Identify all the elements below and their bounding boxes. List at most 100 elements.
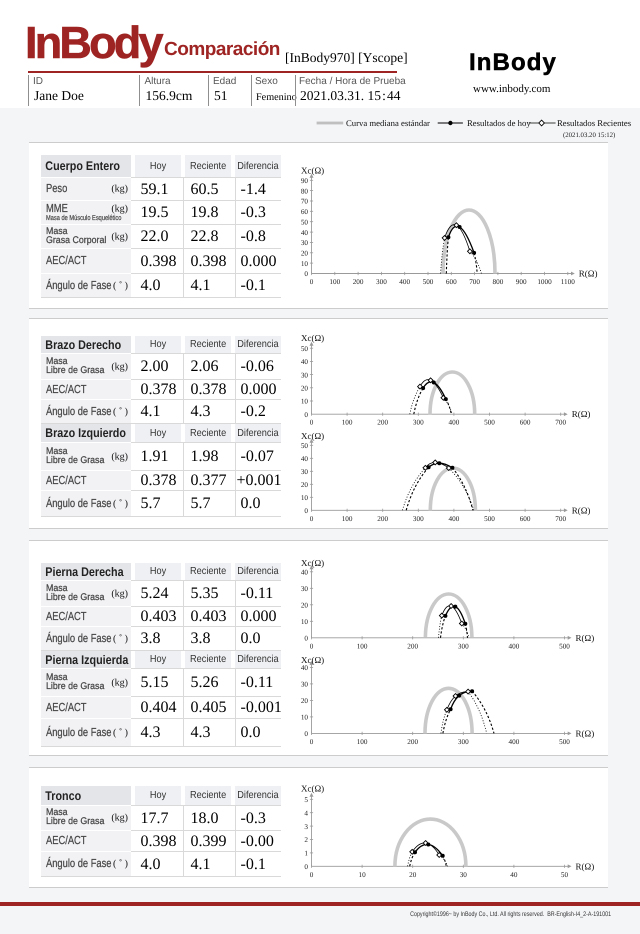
svg-text:Resultados Recientes: Resultados Recientes xyxy=(557,118,632,128)
svg-text:300: 300 xyxy=(458,642,469,650)
svg-text:0: 0 xyxy=(310,738,314,746)
svg-text:Xc(Ω): Xc(Ω) xyxy=(301,333,324,343)
svg-text:Xc(Ω): Xc(Ω) xyxy=(301,166,324,176)
svg-text:20: 20 xyxy=(301,602,309,610)
svg-text:40: 40 xyxy=(301,455,309,463)
svg-text:100: 100 xyxy=(342,419,353,427)
svg-text:(2021.03.20 15:12): (2021.03.20 15:12) xyxy=(563,132,615,139)
svg-text:Curva mediana estándar: Curva mediana estándar xyxy=(346,118,430,128)
svg-text:3: 3 xyxy=(304,823,308,831)
svg-text:600: 600 xyxy=(520,515,531,523)
svg-text:0: 0 xyxy=(304,270,308,278)
svg-text:R(Ω): R(Ω) xyxy=(579,269,598,279)
svg-text:0: 0 xyxy=(310,642,314,650)
svg-text:700: 700 xyxy=(555,515,566,523)
svg-text:20: 20 xyxy=(409,871,417,879)
svg-text:200: 200 xyxy=(377,515,388,523)
svg-text:400: 400 xyxy=(399,278,410,286)
svg-text:500: 500 xyxy=(484,419,495,427)
svg-text:500: 500 xyxy=(423,278,434,286)
svg-text:0: 0 xyxy=(310,515,314,523)
svg-text:50: 50 xyxy=(301,345,309,353)
svg-text:10: 10 xyxy=(301,494,309,502)
svg-text:40: 40 xyxy=(301,229,309,237)
svg-text:200: 200 xyxy=(377,419,388,427)
svg-text:10: 10 xyxy=(301,398,309,406)
svg-text:Xc(Ω): Xc(Ω) xyxy=(301,655,324,665)
svg-text:40: 40 xyxy=(301,664,309,672)
svg-text:700: 700 xyxy=(469,278,480,286)
svg-text:0: 0 xyxy=(310,871,314,879)
svg-text:0: 0 xyxy=(304,863,308,871)
svg-text:0: 0 xyxy=(310,278,314,286)
svg-text:20: 20 xyxy=(301,385,309,393)
svg-text:20: 20 xyxy=(301,697,309,705)
svg-text:100: 100 xyxy=(357,642,368,650)
svg-text:300: 300 xyxy=(376,278,387,286)
svg-text:500: 500 xyxy=(484,515,495,523)
svg-text:70: 70 xyxy=(301,198,309,206)
svg-text:700: 700 xyxy=(555,419,566,427)
svg-text:30: 30 xyxy=(301,239,309,247)
svg-text:100: 100 xyxy=(357,738,368,746)
svg-text:Xc(Ω): Xc(Ω) xyxy=(301,784,324,794)
svg-text:300: 300 xyxy=(413,515,424,523)
svg-text:1: 1 xyxy=(304,850,308,858)
svg-text:200: 200 xyxy=(407,642,418,650)
svg-text:800: 800 xyxy=(493,278,504,286)
svg-text:10: 10 xyxy=(301,714,309,722)
svg-text:10: 10 xyxy=(301,618,309,626)
svg-text:400: 400 xyxy=(449,419,460,427)
svg-text:30: 30 xyxy=(301,468,309,476)
svg-text:50: 50 xyxy=(301,442,309,450)
svg-text:20: 20 xyxy=(301,481,309,489)
svg-text:R(Ω): R(Ω) xyxy=(572,505,591,515)
svg-text:0: 0 xyxy=(304,635,308,643)
svg-text:1000: 1000 xyxy=(537,278,552,286)
svg-text:R(Ω): R(Ω) xyxy=(576,728,595,738)
svg-text:1100: 1100 xyxy=(561,278,576,286)
svg-text:300: 300 xyxy=(458,738,469,746)
svg-text:400: 400 xyxy=(509,738,520,746)
svg-text:50: 50 xyxy=(301,218,309,226)
svg-text:Resultados de hoy: Resultados de hoy xyxy=(467,118,531,128)
svg-text:60: 60 xyxy=(301,208,309,216)
svg-text:400: 400 xyxy=(509,642,520,650)
svg-text:500: 500 xyxy=(559,642,570,650)
svg-text:40: 40 xyxy=(510,871,518,879)
svg-text:200: 200 xyxy=(407,738,418,746)
svg-text:600: 600 xyxy=(446,278,457,286)
svg-text:30: 30 xyxy=(301,681,309,689)
svg-text:0: 0 xyxy=(310,419,314,427)
svg-text:4: 4 xyxy=(304,809,308,817)
svg-text:20: 20 xyxy=(301,250,309,258)
svg-text:40: 40 xyxy=(301,358,309,366)
svg-text:80: 80 xyxy=(301,187,309,195)
svg-text:10: 10 xyxy=(359,871,367,879)
svg-text:200: 200 xyxy=(353,278,364,286)
svg-text:500: 500 xyxy=(559,738,570,746)
svg-text:0: 0 xyxy=(304,507,308,515)
svg-text:10: 10 xyxy=(301,260,309,268)
svg-text:R(Ω): R(Ω) xyxy=(576,861,595,871)
svg-text:900: 900 xyxy=(516,278,527,286)
svg-text:30: 30 xyxy=(301,585,309,593)
svg-text:30: 30 xyxy=(460,871,468,879)
svg-text:30: 30 xyxy=(301,371,309,379)
svg-text:40: 40 xyxy=(301,569,309,577)
svg-text:400: 400 xyxy=(449,515,460,523)
svg-text:R(Ω): R(Ω) xyxy=(572,409,591,419)
svg-text:R(Ω): R(Ω) xyxy=(576,633,595,643)
svg-text:5: 5 xyxy=(304,796,308,804)
svg-text:300: 300 xyxy=(413,419,424,427)
svg-text:0: 0 xyxy=(304,730,308,738)
svg-text:0: 0 xyxy=(304,411,308,419)
svg-text:50: 50 xyxy=(561,871,569,879)
svg-text:90: 90 xyxy=(301,177,309,185)
svg-text:100: 100 xyxy=(329,278,340,286)
svg-text:100: 100 xyxy=(342,515,353,523)
svg-text:2: 2 xyxy=(304,836,308,844)
svg-text:Xc(Ω): Xc(Ω) xyxy=(301,431,324,441)
svg-text:Xc(Ω): Xc(Ω) xyxy=(301,558,324,568)
svg-text:600: 600 xyxy=(520,419,531,427)
